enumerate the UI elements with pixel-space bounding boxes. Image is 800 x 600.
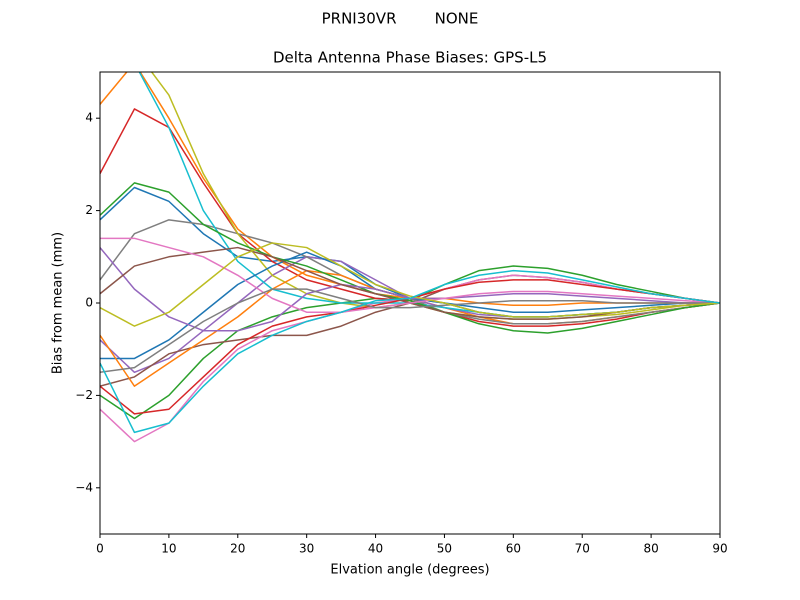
y-tick-label: 0 [85,296,93,310]
y-axis-label: Bias from mean (mm) [51,232,66,374]
y-tick-label: −2 [75,388,93,402]
x-tick-label: 30 [299,542,314,556]
x-tick-label: 80 [643,542,658,556]
data-line [100,269,720,434]
data-line [100,182,720,334]
y-tick-label: 4 [85,111,93,125]
x-tick-label: 60 [506,542,521,556]
y-tick-label: 2 [85,203,93,217]
chart-title: Delta Antenna Phase Biases: GPS-L5 [273,49,547,67]
x-tick-label: 70 [575,542,590,556]
data-line [100,288,720,374]
x-tick-label: 50 [437,542,452,556]
x-tick-label: 90 [712,542,727,556]
x-axis-label: Elvation angle (degrees) [330,563,489,578]
x-tick-label: 0 [96,542,104,556]
x-tick-label: 20 [230,542,245,556]
data-line [100,237,720,313]
x-tick-label: 40 [368,542,383,556]
data-line [100,242,720,327]
x-tick-label: 10 [161,542,176,556]
y-tick-label: −4 [75,480,93,494]
plot-area [100,72,720,443]
suptitle: PRNI30VR NONE [322,10,479,28]
